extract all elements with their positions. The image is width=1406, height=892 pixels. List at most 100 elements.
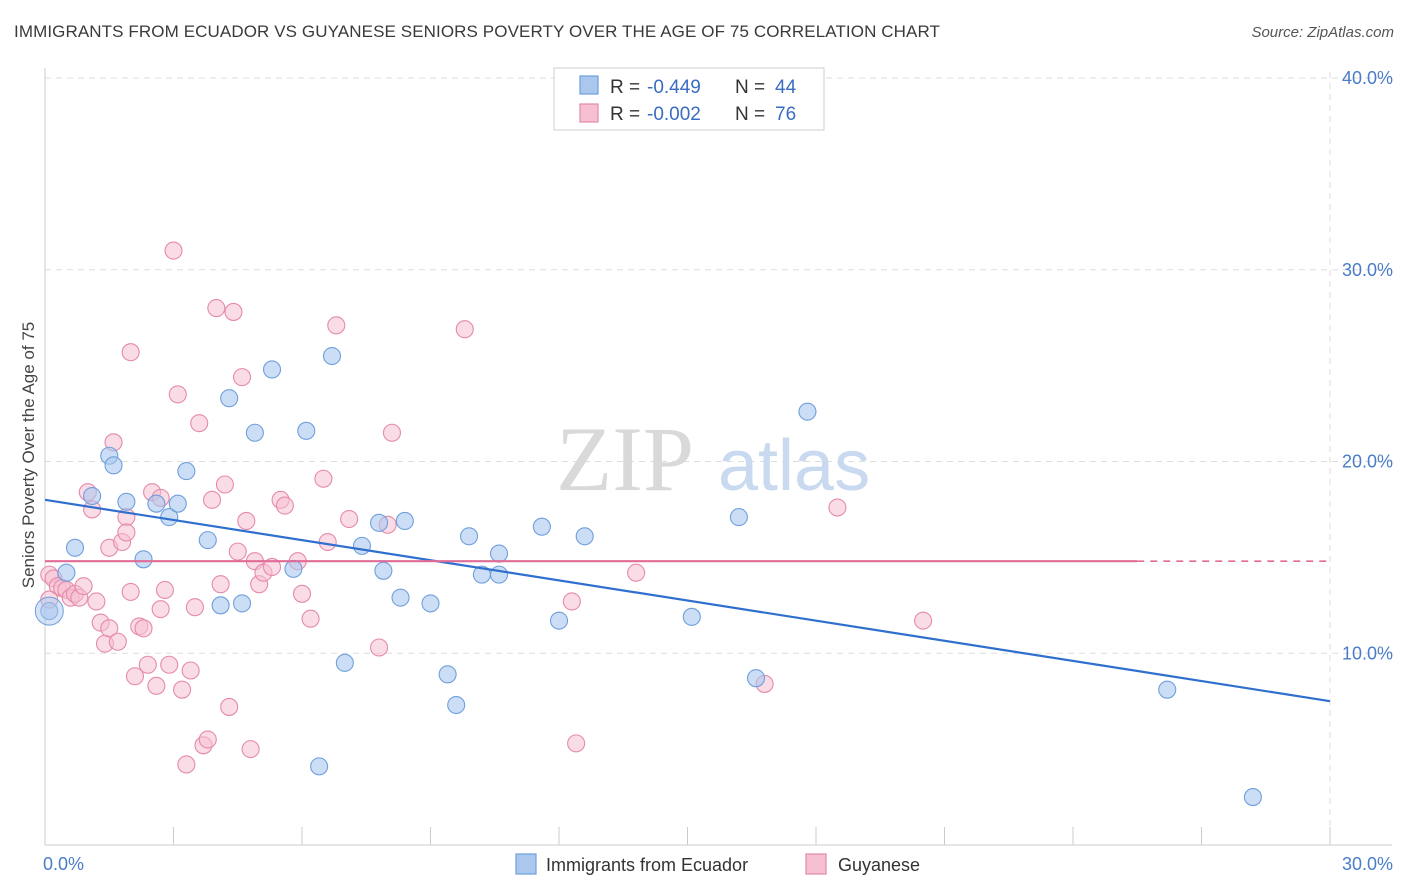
ecuador-point: [1243, 788, 1262, 807]
guyanese-point: [147, 676, 166, 695]
legend-label-guyanese: Guyanese: [838, 855, 920, 875]
guyanese-point: [155, 580, 174, 600]
guyanese-point: [292, 584, 312, 603]
guyanese-point: [914, 611, 933, 630]
guyanese-point: [627, 563, 646, 582]
ecuador-point: [489, 565, 509, 584]
ecuador-point: [421, 594, 440, 613]
watermark: ZIP atlas: [556, 408, 870, 510]
ecuador-point: [211, 596, 230, 615]
stats-legend-blue-swatch: [579, 75, 599, 95]
guyanese-point: [567, 734, 586, 753]
watermark-atlas: atlas: [718, 426, 870, 506]
guyanese-point: [108, 632, 127, 651]
x-tick-label: 30.0%: [1342, 854, 1393, 874]
trend-lines: [44, 498, 1331, 703]
guyanese-point: [168, 385, 187, 404]
ecuador-point: [177, 462, 196, 481]
guyanese-point: [190, 414, 209, 433]
guyanese-point: [318, 532, 337, 552]
stats-n-value-pink: 76: [775, 104, 796, 125]
ecuador-point: [729, 508, 748, 527]
guyanese-point: [207, 299, 226, 318]
stats-r-value-pink: -0.002: [647, 104, 701, 125]
guyanese-point: [177, 755, 196, 774]
stats-n-label-blue: N =: [735, 77, 765, 98]
ecuador-point: [682, 607, 701, 626]
guyanese-point: [340, 509, 359, 529]
guyanese-point: [203, 490, 222, 509]
guyanese-point: [138, 655, 157, 674]
guyanese-point: [215, 475, 234, 494]
stats-legend: R = -0.449 N = 44 R = -0.002 N = 76: [553, 67, 825, 131]
ecuador-point: [438, 665, 457, 684]
ecuador-point: [220, 389, 239, 408]
guyanese-point: [211, 575, 230, 594]
y-tick-label: 10.0%: [1342, 643, 1393, 663]
guyanese-point: [185, 598, 204, 617]
ecuador-point: [117, 492, 136, 511]
guyanese-point: [74, 577, 93, 596]
guyanese-point: [241, 740, 260, 759]
ecuador-point: [352, 536, 372, 555]
legend-swatch-guyanese: [805, 853, 827, 875]
guyanese-point: [87, 592, 106, 611]
guyanese-point: [198, 730, 217, 749]
gridlines: [45, 72, 1392, 845]
guyanese-point: [327, 316, 346, 335]
stats-n-value-blue: 44: [775, 77, 797, 98]
ecuador-point: [57, 563, 76, 582]
y-tick-label: 30.0%: [1342, 260, 1393, 280]
ecuador-point: [395, 511, 414, 530]
guyanese-point: [562, 592, 581, 611]
stats-n-label-pink: N =: [735, 104, 765, 125]
ecuador-point: [245, 423, 264, 442]
guyanese-point: [224, 302, 243, 321]
stats-legend-pink-swatch: [579, 103, 599, 123]
guyanese-point: [125, 667, 144, 686]
guyanese-point: [151, 600, 170, 619]
guyanese-point: [262, 557, 282, 577]
ecuador-point: [65, 538, 85, 557]
ecuador-point: [297, 421, 316, 440]
guyanese-point: [121, 582, 140, 601]
guyanese-point: [275, 496, 294, 515]
guyanese-point: [455, 320, 474, 339]
legend-swatch-ecuador: [515, 853, 537, 875]
ecuador-point: [232, 594, 252, 613]
guyanese-point: [181, 661, 200, 680]
guyanese-point: [164, 241, 183, 260]
ecuador-point: [1158, 680, 1177, 699]
guyanese-point: [237, 511, 256, 530]
x-tick-label: 0.0%: [43, 854, 84, 874]
guyanese-point: [301, 609, 320, 628]
bottom-legend: Immigrants from Ecuador Guyanese: [515, 853, 920, 875]
guyanese-point: [117, 523, 136, 542]
guyanese-point: [382, 423, 402, 442]
ecuador-point: [447, 695, 466, 715]
ecuador-point: [374, 561, 393, 580]
stats-r-label-pink: R =: [610, 104, 640, 125]
guyanese-point: [220, 697, 239, 716]
ecuador-point: [284, 559, 303, 578]
ecuador-point: [370, 513, 389, 532]
ecuador-point: [198, 531, 217, 550]
ecuador-point: [459, 527, 479, 546]
guyanese-point: [370, 638, 389, 657]
ecuador-trend-line: [44, 498, 1331, 703]
y-tick-label: 20.0%: [1342, 452, 1393, 472]
stats-r-label-blue: R =: [610, 77, 640, 98]
ecuador-point: [335, 653, 354, 672]
ecuador-points: [34, 346, 1262, 807]
guyanese-point: [228, 542, 247, 561]
watermark-zip: ZIP: [556, 408, 694, 510]
y-tick-label: 40.0%: [1342, 68, 1393, 88]
guyanese-point: [232, 368, 252, 387]
ecuador-point: [168, 494, 187, 513]
ecuador-point: [575, 527, 594, 546]
chart-title: IMMIGRANTS FROM ECUADOR VS GUYANESE SENI…: [14, 22, 941, 41]
ecuador-point: [104, 456, 123, 475]
y-axis-label: Seniors Poverty Over the Age of 75: [19, 322, 38, 588]
guyanese-point: [314, 469, 333, 488]
